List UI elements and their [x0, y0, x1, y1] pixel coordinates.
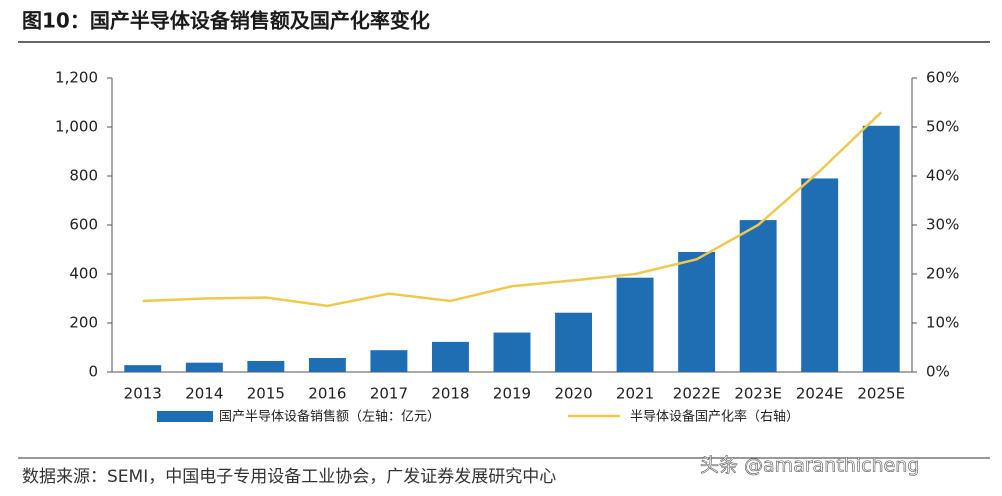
x-tick-label: 2022E [673, 385, 721, 403]
bar [185, 362, 223, 372]
legend-swatch [157, 411, 213, 422]
bar [739, 220, 777, 372]
y2-tick-label: 10% [926, 314, 959, 332]
y-tick-label: 400 [69, 265, 98, 283]
x-tick-label: 2015 [247, 385, 285, 403]
bar [493, 332, 531, 372]
x-tick-label: 2020 [554, 385, 592, 403]
legend-label: 国产半导体设备销售额（左轴：亿元） [219, 409, 440, 425]
bar [308, 358, 346, 372]
bar [247, 360, 285, 372]
y2-tick-label: 60% [926, 69, 959, 87]
x-tick-label: 2013 [124, 385, 162, 403]
y-tick-label: 0 [88, 363, 98, 381]
x-tick-label: 2023E [734, 385, 782, 403]
y-tick-label: 800 [69, 167, 98, 185]
x-tick-label: 2016 [308, 385, 346, 403]
y-tick-label: 600 [69, 216, 98, 234]
bar [801, 178, 839, 372]
x-tick-label: 2021 [616, 385, 654, 403]
chart-title: 图10：国产半导体设备销售额及国产化率变化 [22, 9, 430, 33]
bar [432, 341, 469, 372]
x-tick-label: 2018 [431, 385, 469, 403]
x-tick-label: 2019 [493, 385, 531, 403]
y-tick-label: 1,000 [55, 118, 98, 136]
y2-tick-label: 30% [926, 216, 959, 234]
watermark: 头条 @amaranthicheng [700, 455, 919, 477]
bar [370, 350, 408, 372]
legend-label: 半导体设备国产化率（右轴） [630, 409, 799, 425]
bar [616, 277, 654, 372]
line [142, 111, 883, 308]
y2-tick-label: 0% [926, 363, 950, 381]
x-tick-label: 2014 [185, 385, 223, 403]
y2-tick-label: 40% [926, 167, 959, 185]
x-tick-label: 2024E [796, 385, 844, 403]
source: 数据来源：SEMI，中国电子专用设备工业协会，广发证券发展研究中心 [22, 467, 556, 487]
bar [124, 365, 162, 372]
x-tick-label: 2017 [370, 385, 408, 403]
y2-tick-label: 50% [926, 118, 959, 136]
bar [555, 312, 592, 372]
bar [862, 125, 900, 373]
y-tick-label: 1,200 [55, 69, 98, 87]
y2-tick-label: 20% [926, 265, 959, 283]
x-tick-label: 2025E [857, 385, 905, 403]
bar [678, 251, 716, 372]
y-tick-label: 200 [69, 314, 98, 332]
